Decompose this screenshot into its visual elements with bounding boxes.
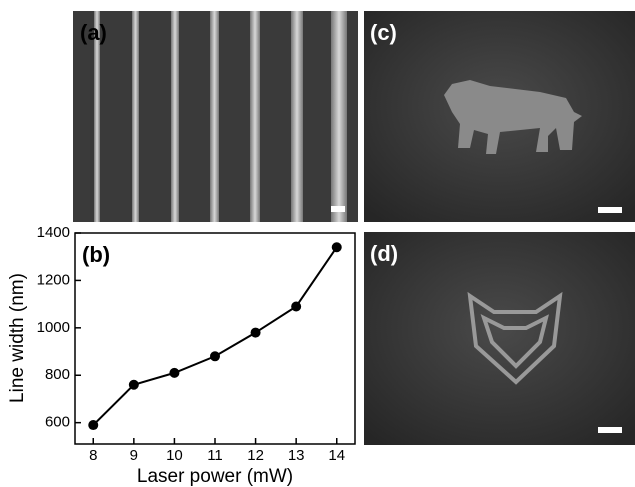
y-axis-title: Line width (nm) xyxy=(7,273,28,403)
data-point xyxy=(332,242,342,252)
written-line xyxy=(171,11,179,222)
x-tick-label: 8 xyxy=(89,447,97,464)
written-line xyxy=(331,11,347,222)
y-tick-label: 600 xyxy=(45,414,70,431)
written-line xyxy=(291,11,303,222)
x-tick-label: 13 xyxy=(288,447,305,464)
data-point xyxy=(291,301,301,311)
scale-bar xyxy=(598,207,622,213)
data-point xyxy=(251,328,261,338)
figure: (a) (c) (d) (b) Laser power (mW) Line wi… xyxy=(0,0,635,487)
plot-frame xyxy=(75,233,355,444)
data-point xyxy=(210,351,220,361)
panel-label: (a) xyxy=(80,20,107,45)
panel-label: (d) xyxy=(370,241,398,266)
data-point xyxy=(129,380,139,390)
written-line xyxy=(210,11,219,222)
panel-a: (a) xyxy=(73,11,358,222)
panel-label: (c) xyxy=(370,20,397,45)
written-line xyxy=(250,11,260,222)
y-tick-label: 1000 xyxy=(37,319,70,336)
x-tick-label: 14 xyxy=(328,447,345,464)
panel-c: (c) xyxy=(364,11,635,222)
sem-image xyxy=(364,232,635,445)
y-tick-label: 1400 xyxy=(37,224,70,241)
x-axis-title: Laser power (mW) xyxy=(137,466,293,487)
data-point xyxy=(169,368,179,378)
panel-label: (b) xyxy=(82,242,110,267)
x-tick-label: 11 xyxy=(207,447,223,464)
data-line xyxy=(93,247,336,425)
panel-d: (d) xyxy=(364,232,635,445)
data-point xyxy=(88,420,98,430)
x-tick-label: 9 xyxy=(130,447,138,464)
scale-bar xyxy=(331,206,345,212)
written-line xyxy=(132,11,139,222)
scale-bar xyxy=(598,427,622,433)
x-tick-label: 12 xyxy=(247,447,264,464)
y-tick-label: 1200 xyxy=(37,271,70,288)
y-tick-label: 800 xyxy=(45,366,70,383)
x-tick-label: 10 xyxy=(166,447,183,464)
